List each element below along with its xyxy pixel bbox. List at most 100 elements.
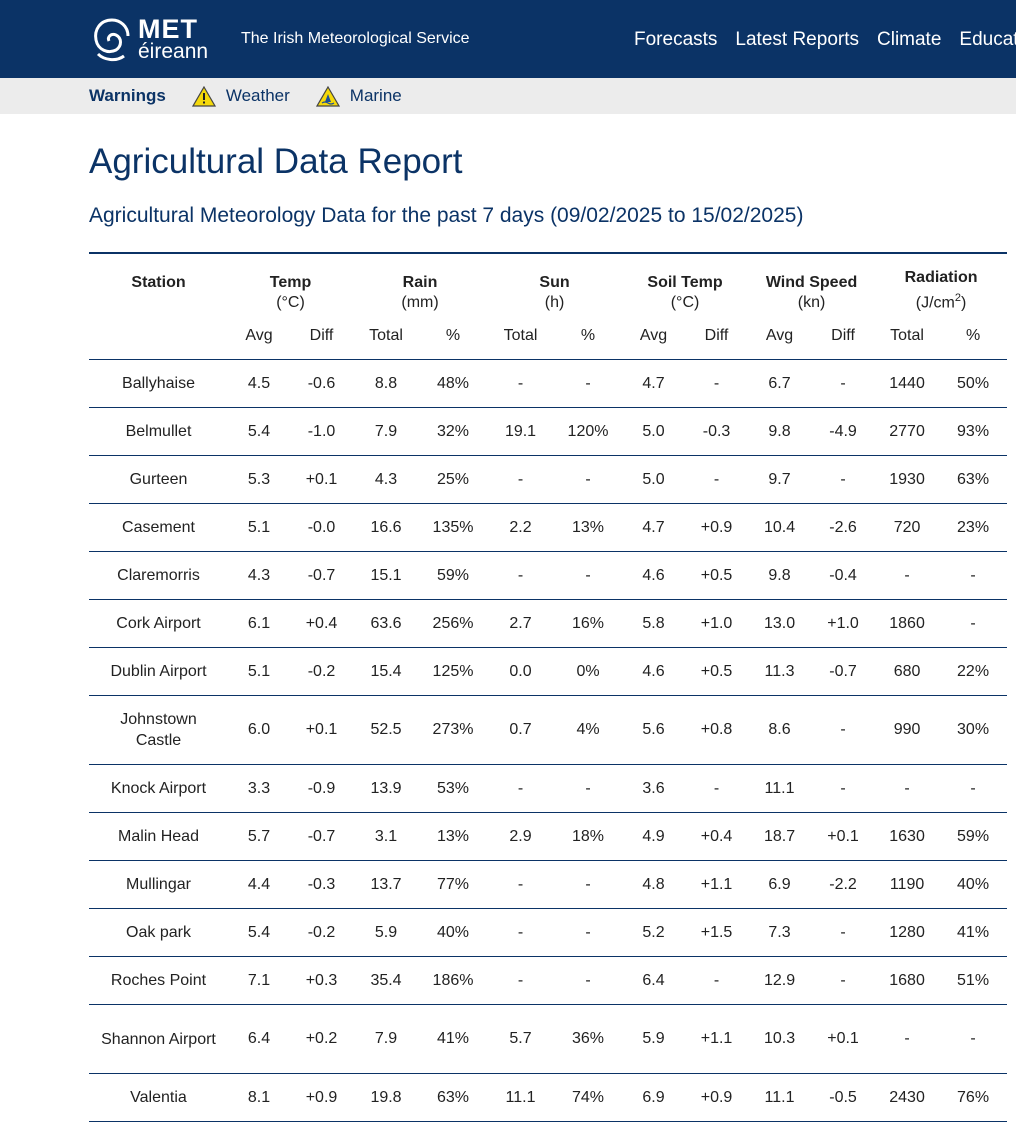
subheader-cell: Total	[875, 313, 940, 361]
data-cell: 6.9	[642, 1088, 665, 1106]
data-cell: 11.1	[505, 1088, 536, 1106]
table-row: Belmullet 5.4 -1.0 7.9 32% 19.1 120% 5.0 -0.3 9.8…	[89, 408, 1008, 456]
subheader-cell: Diff	[290, 313, 354, 361]
data-cell: 19.1	[504, 422, 537, 440]
tagline: The Irish Meteorological Service	[241, 30, 470, 47]
data-cell: -	[713, 374, 720, 392]
station-name-cell: Claremorris	[117, 567, 200, 585]
nav-latest-reports[interactable]: Latest Reports	[735, 29, 859, 50]
station-name-cell: Casement	[122, 519, 195, 537]
data-cell: 256%	[432, 614, 474, 632]
data-cell: +1.0	[827, 614, 859, 632]
data-cell: 40%	[957, 875, 990, 893]
data-cell: 25%	[437, 470, 470, 488]
station-name-cell: Mullingar	[126, 876, 191, 894]
data-cell: 63%	[437, 1088, 470, 1106]
data-cell: 8.6	[768, 721, 791, 739]
data-cell: 5.7	[247, 827, 271, 845]
data-cell: 11.1	[764, 1088, 795, 1106]
data-cell: 1680	[889, 971, 925, 989]
data-cell: +0.1	[305, 721, 338, 739]
data-cell: -	[713, 779, 720, 797]
station-name-cell: Malin Head	[118, 828, 199, 846]
data-cell: +0.1	[827, 1030, 859, 1048]
data-cell: 41%	[957, 923, 990, 941]
data-cell: +0.5	[700, 662, 733, 680]
data-cell: 4.9	[642, 827, 665, 845]
table-row: Cork Airport 6.1 +0.4 63.6 256% 2.7 16% 5.8 +1.0…	[89, 600, 1008, 648]
data-cell: 5.2	[642, 923, 665, 941]
data-cell: 6.0	[247, 721, 271, 739]
data-cell: 4.7	[642, 374, 665, 392]
data-cell: 5.9	[642, 1030, 665, 1048]
nav-forecasts[interactable]: Forecasts	[634, 29, 718, 50]
nav-education[interactable]: Educati	[959, 29, 1016, 50]
data-cell: 2.2	[509, 518, 532, 536]
data-cell: -1.0	[307, 422, 336, 440]
data-cell: 3.3	[247, 779, 271, 797]
data-cell: 4.5	[247, 374, 271, 392]
data-cell: +0.4	[700, 827, 733, 845]
data-cell: 63.6	[370, 614, 402, 632]
station-name-cell: Dublin Airport	[110, 663, 207, 681]
data-cell: -	[904, 1030, 910, 1048]
data-cell: 15.4	[370, 662, 402, 680]
group-soil-temp: Soil Temp (°C)	[647, 274, 723, 312]
data-cell: 32%	[437, 422, 470, 440]
data-cell: 10.3	[763, 1030, 796, 1048]
subheader-cell: Avg	[748, 313, 812, 361]
data-cell: -	[517, 923, 524, 941]
data-cell: 59%	[437, 566, 470, 584]
data-cell: 13.7	[370, 875, 402, 893]
data-cell: 7.9	[374, 422, 398, 440]
data-cell: 15.1	[370, 566, 402, 584]
data-cell: -0.2	[307, 923, 336, 941]
data-cell: -	[517, 779, 524, 797]
data-cell: -	[585, 971, 591, 989]
met-eireann-logo[interactable]: MET éireann	[90, 12, 220, 66]
data-cell: 59%	[957, 827, 990, 845]
table-row: Oak park 5.4 -0.2 5.9 40% - - 5.2 +1.5 7.3 - 1280 41…	[89, 909, 1008, 957]
data-cell: 51%	[957, 971, 990, 989]
page-title: Agricultural Data Report	[89, 142, 463, 181]
data-cell: 18%	[572, 827, 605, 845]
data-cell: 41%	[437, 1030, 470, 1048]
data-cell: -	[970, 779, 976, 797]
marine-warning-link[interactable]: Marine	[315, 85, 402, 107]
data-cell: 4.3	[374, 470, 398, 488]
data-cell: -	[517, 374, 524, 392]
data-cell: -	[840, 923, 846, 941]
data-cell: 125%	[432, 662, 474, 680]
data-cell: 4.4	[247, 875, 271, 893]
data-cell: 186%	[432, 971, 474, 989]
nav-climate[interactable]: Climate	[877, 29, 942, 50]
table-row: Shannon Airport 6.4 +0.2 7.9 41% 5.7 36% 5.9 +1.…	[89, 1005, 1008, 1074]
data-cell: -0.7	[829, 662, 857, 680]
group-station: Station	[131, 274, 186, 292]
data-cell: -	[904, 779, 910, 797]
data-cell: 4.6	[642, 566, 665, 584]
data-cell: 5.7	[509, 1030, 532, 1048]
data-cell: 93%	[957, 422, 990, 440]
data-cell: 16%	[572, 614, 605, 632]
data-cell: 36%	[572, 1030, 605, 1048]
group-radiation: Radiation (J/cm2)	[904, 269, 978, 312]
subheader-cell: Total	[487, 313, 555, 361]
data-cell: 990	[893, 721, 921, 739]
weather-warning-label: Weather	[225, 86, 290, 105]
data-cell: -	[585, 374, 591, 392]
data-cell: 2.9	[509, 827, 532, 845]
data-cell: 680	[893, 662, 921, 680]
data-cell: +0.1	[827, 827, 859, 845]
table-row: Claremorris 4.3 -0.7 15.1 59% - - 4.6 +0.5 9.8 -0.…	[89, 552, 1008, 600]
data-cell: -	[585, 470, 591, 488]
warnings-label[interactable]: Warnings	[89, 86, 166, 105]
station-name-cell: Shannon Airport	[101, 1030, 216, 1048]
data-cell: 4.7	[642, 518, 665, 536]
subheader-cell: %	[554, 313, 623, 361]
station-name-cell: Gurteen	[129, 471, 188, 489]
data-cell: 5.4	[247, 923, 271, 941]
weather-warning-link[interactable]: Weather	[191, 85, 290, 107]
data-cell: 5.0	[642, 422, 665, 440]
data-cell: 53%	[437, 779, 470, 797]
